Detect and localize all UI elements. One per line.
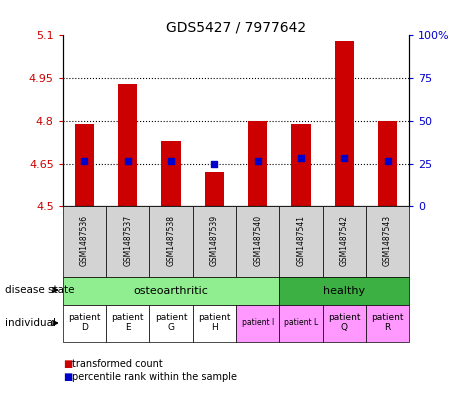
Title: GDS5427 / 7977642: GDS5427 / 7977642: [166, 20, 306, 34]
Bar: [334, 41, 354, 206]
Text: GSM1487542: GSM1487542: [340, 215, 349, 266]
Point: [254, 158, 261, 164]
Text: individual: individual: [5, 318, 56, 328]
Text: patient
Q: patient Q: [328, 313, 360, 332]
Text: GSM1487543: GSM1487543: [383, 215, 392, 266]
Text: GSM1487538: GSM1487538: [166, 215, 175, 266]
Text: transformed count: transformed count: [72, 358, 163, 369]
Text: GSM1487537: GSM1487537: [123, 215, 132, 266]
FancyBboxPatch shape: [149, 305, 193, 342]
Text: GSM1487536: GSM1487536: [80, 215, 89, 266]
Text: GSM1487540: GSM1487540: [253, 215, 262, 266]
Text: GSM1487539: GSM1487539: [210, 215, 219, 266]
Text: patient L: patient L: [284, 318, 318, 327]
Text: GSM1487541: GSM1487541: [297, 215, 306, 266]
Text: patient
E: patient E: [112, 313, 144, 332]
Bar: [205, 172, 224, 206]
Point: [167, 158, 175, 164]
Point: [384, 158, 391, 164]
Point: [81, 158, 88, 164]
FancyBboxPatch shape: [366, 305, 409, 342]
Bar: [378, 121, 397, 206]
Text: patient
D: patient D: [68, 313, 101, 332]
Text: percentile rank within the sample: percentile rank within the sample: [72, 372, 237, 382]
Bar: [118, 84, 138, 206]
Bar: [75, 124, 94, 206]
Text: disease state: disease state: [5, 285, 74, 295]
FancyBboxPatch shape: [279, 277, 409, 305]
FancyBboxPatch shape: [149, 206, 193, 277]
Bar: [291, 124, 311, 206]
Point: [297, 155, 305, 161]
Bar: [248, 121, 267, 206]
FancyBboxPatch shape: [63, 305, 106, 342]
Text: ■: ■: [63, 372, 72, 382]
FancyBboxPatch shape: [193, 206, 236, 277]
FancyBboxPatch shape: [106, 206, 149, 277]
FancyBboxPatch shape: [193, 305, 236, 342]
FancyBboxPatch shape: [366, 206, 409, 277]
FancyBboxPatch shape: [106, 305, 149, 342]
FancyBboxPatch shape: [279, 206, 323, 277]
FancyBboxPatch shape: [323, 206, 366, 277]
Text: healthy: healthy: [323, 286, 365, 296]
Text: patient
H: patient H: [198, 313, 231, 332]
FancyBboxPatch shape: [63, 206, 106, 277]
Text: patient
G: patient G: [155, 313, 187, 332]
Point: [340, 155, 348, 161]
Point: [124, 158, 132, 164]
Text: patient I: patient I: [241, 318, 274, 327]
Point: [211, 160, 218, 167]
Text: osteoarthritic: osteoarthritic: [133, 286, 208, 296]
FancyBboxPatch shape: [323, 305, 366, 342]
FancyBboxPatch shape: [279, 305, 323, 342]
Text: ■: ■: [63, 358, 72, 369]
FancyBboxPatch shape: [63, 277, 279, 305]
Text: patient
R: patient R: [371, 313, 404, 332]
FancyBboxPatch shape: [236, 206, 279, 277]
FancyBboxPatch shape: [236, 305, 279, 342]
Bar: [161, 141, 181, 206]
